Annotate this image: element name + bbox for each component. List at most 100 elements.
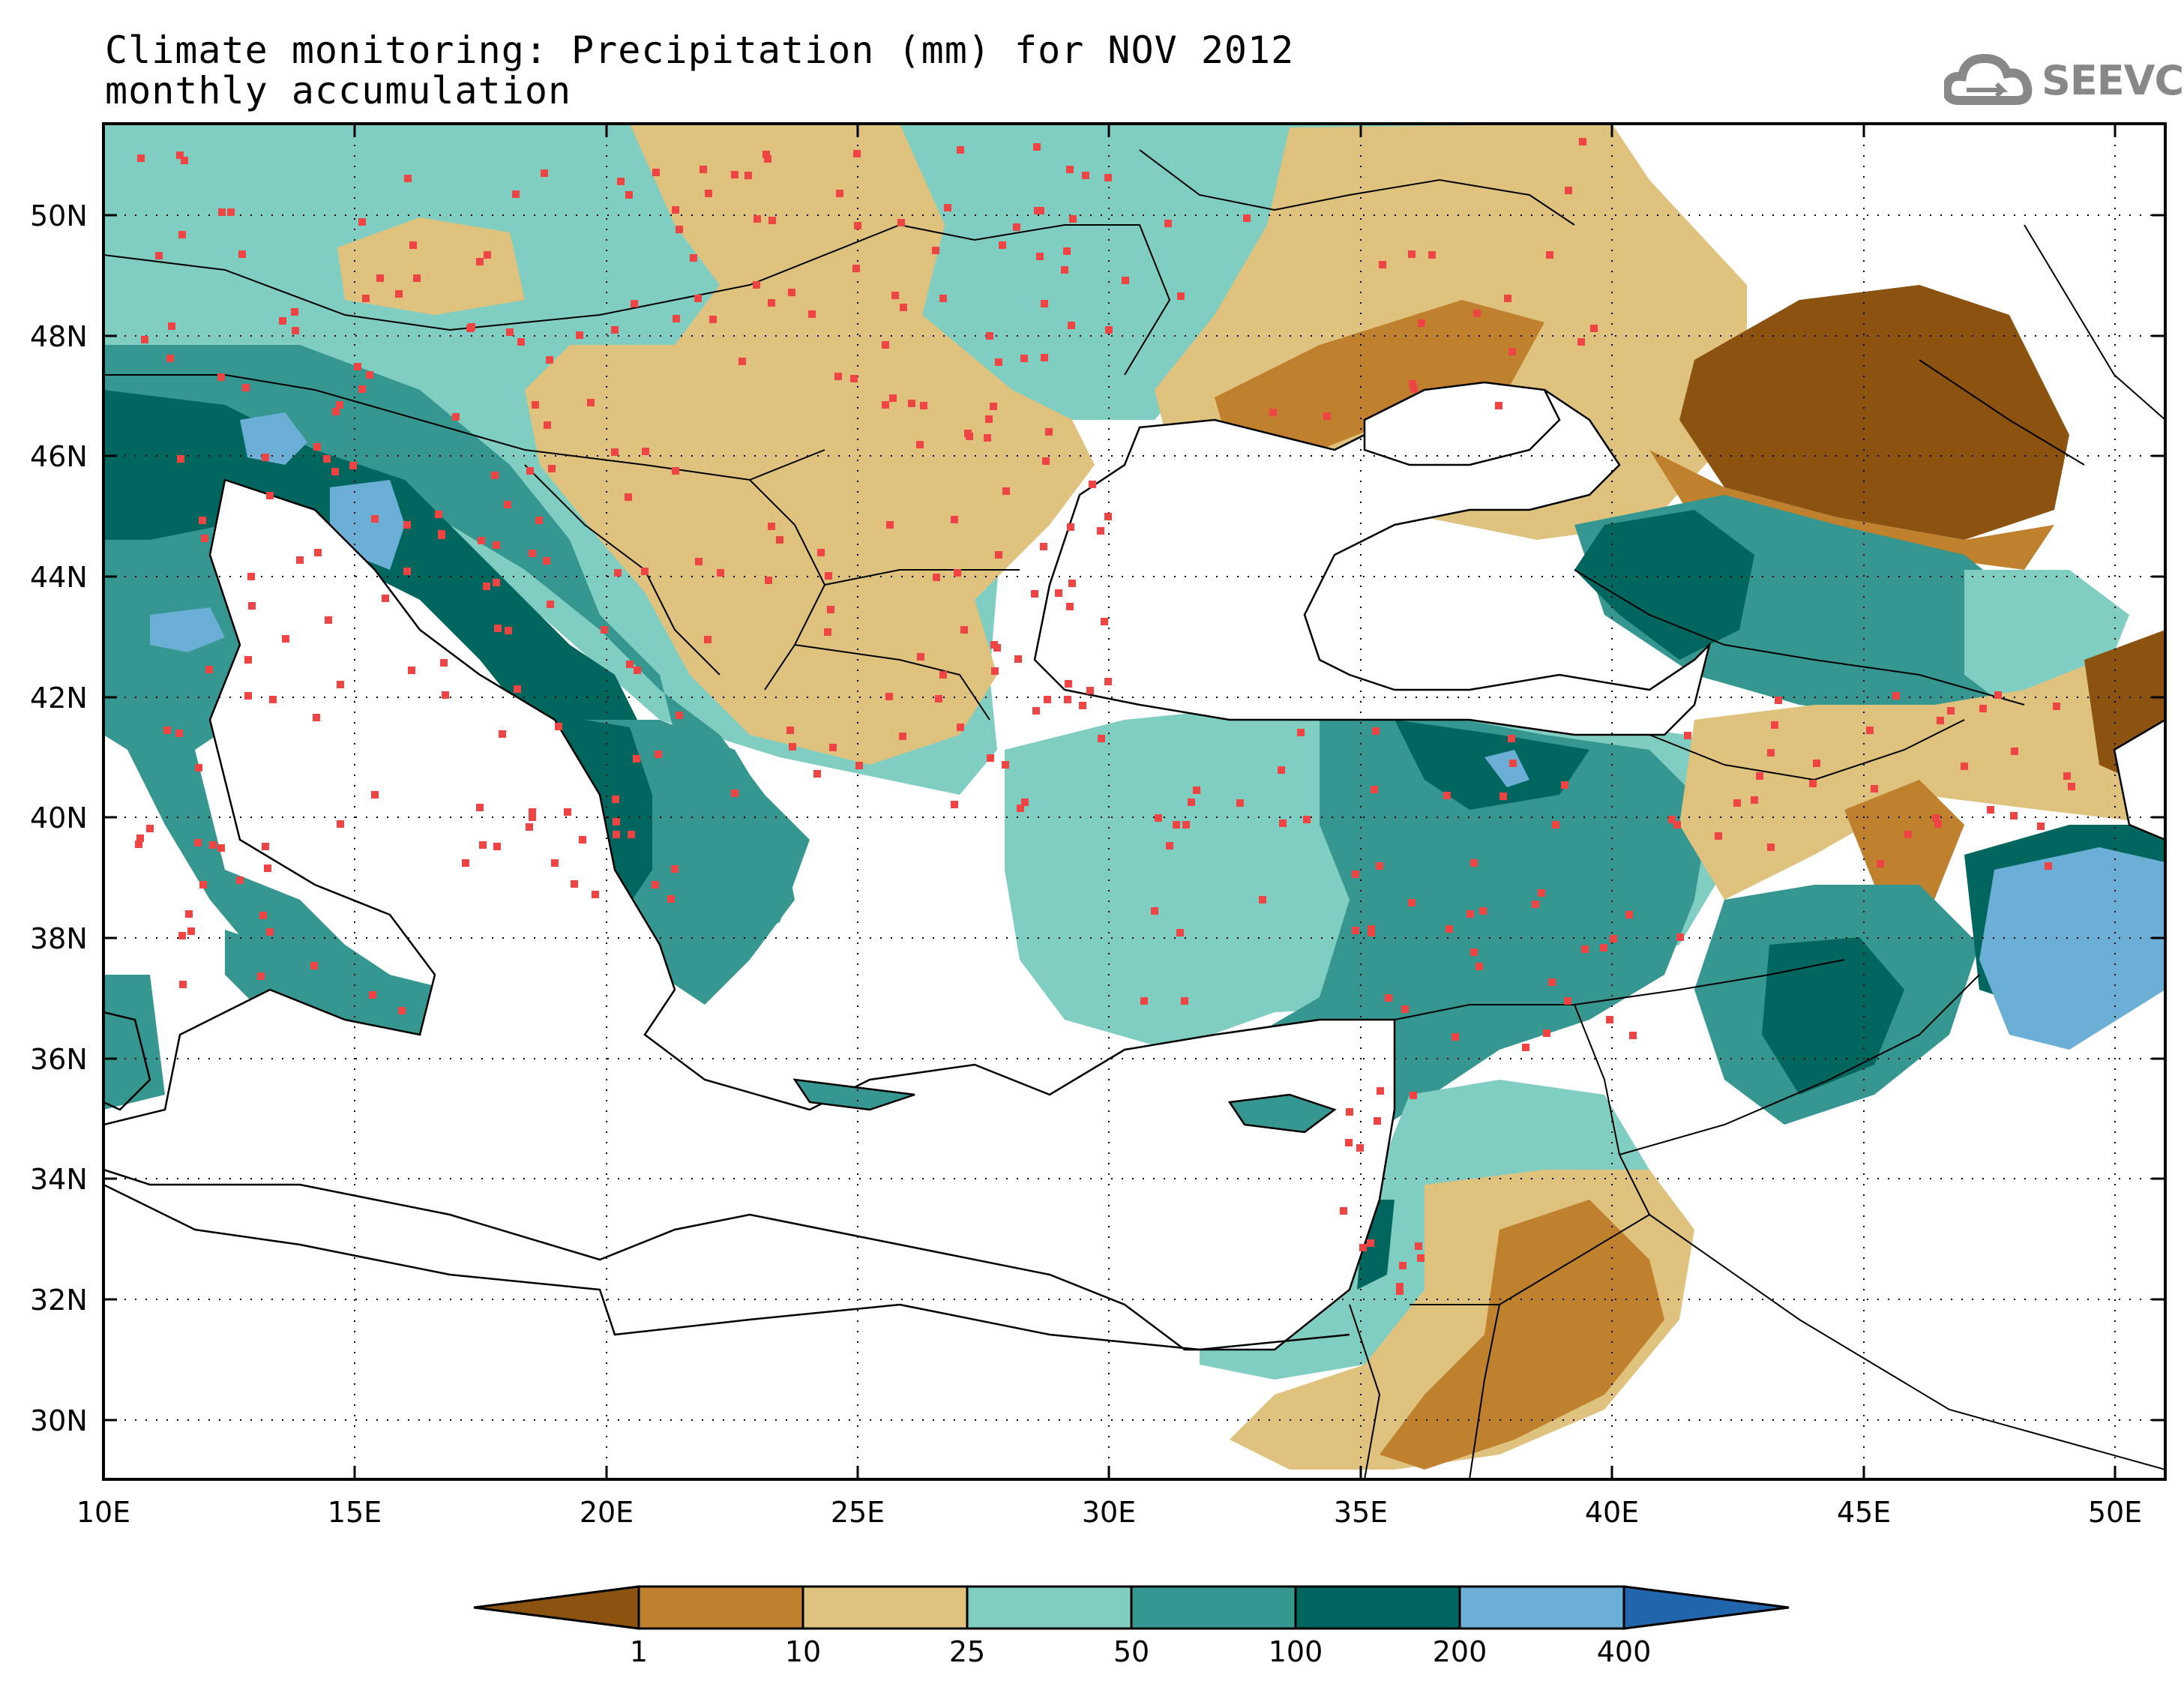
station-marker [634, 667, 641, 674]
station-marker [1064, 696, 1071, 703]
station-marker [1303, 816, 1311, 823]
station-marker [1987, 806, 1994, 814]
station-marker [331, 468, 339, 475]
station-marker [1359, 1244, 1367, 1251]
station-marker [479, 841, 487, 849]
station-marker [262, 843, 269, 850]
station-marker [1979, 705, 1987, 712]
station-marker [1767, 749, 1775, 757]
x-tick-label: 35E [1334, 1496, 1388, 1529]
station-marker [1532, 900, 1539, 908]
y-tick-label: 44N [30, 561, 88, 594]
station-marker [1036, 253, 1044, 260]
station-marker [2037, 823, 2045, 830]
station-marker [951, 801, 958, 808]
y-axis [103, 214, 2165, 1422]
station-marker [177, 455, 184, 463]
x-tick-label: 50E [2088, 1496, 2142, 1529]
station-marker [1041, 300, 1048, 307]
station-marker [717, 569, 724, 577]
station-marker [891, 292, 899, 299]
station-marker [1066, 603, 1074, 610]
station-marker [672, 467, 679, 475]
station-marker [991, 667, 999, 675]
precip-zone-10-25 [337, 217, 525, 315]
station-marker [1020, 355, 1028, 362]
station-marker [1446, 925, 1453, 933]
station-marker [1045, 428, 1053, 436]
station-marker [990, 403, 997, 410]
station-marker [1177, 292, 1185, 300]
station-marker [313, 714, 320, 721]
station-marker [889, 394, 897, 402]
station-marker [358, 385, 366, 393]
station-marker [1877, 860, 1884, 867]
station-marker [633, 755, 640, 763]
y-tick-labels: 50N 48N 46N 44N 42N 40N 38N 36N 34N 32N … [30, 199, 88, 1437]
station-marker [535, 517, 543, 524]
station-marker [705, 190, 712, 197]
station-marker [1564, 997, 1571, 1005]
station-marker [631, 300, 638, 307]
station-marker [1032, 707, 1040, 715]
precip-zone-100-200 [1762, 937, 1904, 1095]
station-marker [1033, 143, 1041, 151]
station-marker [825, 572, 832, 580]
station-marker [404, 175, 412, 182]
x-axis [102, 124, 2117, 1479]
station-marker [296, 556, 304, 564]
station-marker [1994, 691, 2002, 699]
station-marker [1371, 786, 1378, 793]
station-marker [238, 250, 246, 258]
station-marker [985, 415, 993, 423]
station-marker [1548, 978, 1556, 986]
station-marker [709, 316, 717, 323]
station-marker [512, 190, 520, 198]
station-marker [1751, 796, 1758, 804]
station-marker [201, 535, 208, 542]
station-marker [178, 932, 186, 939]
x-tick-label: 40E [1585, 1496, 1639, 1529]
station-marker [764, 155, 771, 163]
colorbar-200-400 [1458, 1585, 1625, 1630]
station-marker [827, 606, 834, 613]
station-marker [1044, 696, 1051, 703]
station-marker [652, 881, 659, 888]
station-marker [882, 401, 889, 409]
precip-zone-200-400 [1979, 847, 2165, 1050]
station-marker [999, 241, 1006, 249]
station-marker [137, 154, 145, 162]
station-marker [1756, 772, 1763, 780]
station-marker [291, 308, 298, 316]
station-marker [1415, 1242, 1422, 1250]
sardinia-corsica-edge [103, 1011, 151, 1111]
station-marker [1155, 814, 1162, 822]
station-marker [932, 247, 939, 254]
station-marker [337, 820, 344, 828]
station-marker [1376, 862, 1383, 870]
station-marker [1408, 899, 1416, 906]
station-marker [371, 515, 379, 523]
station-marker [279, 317, 286, 325]
station-marker [834, 373, 842, 380]
station-marker [641, 568, 649, 575]
station-marker [506, 328, 514, 336]
station-marker [933, 574, 940, 581]
station-marker [2068, 783, 2075, 790]
station-marker [179, 981, 187, 988]
map-title: Climate monitoring: Precipitation (mm) f… [105, 28, 1295, 72]
station-marker [1932, 814, 1940, 822]
station-marker [168, 322, 175, 330]
precip-zone-100-200 [1574, 510, 1754, 660]
station-marker [526, 823, 533, 831]
station-marker [897, 219, 905, 226]
station-marker [217, 373, 225, 381]
station-marker [671, 865, 679, 873]
map-panel [103, 124, 2165, 1479]
station-marker [2053, 703, 2060, 710]
map-subtitle: monthly accumulation [105, 69, 572, 112]
station-marker [984, 434, 991, 442]
station-marker [1069, 215, 1077, 223]
station-marker [310, 962, 318, 969]
y-tick-label: 32N [30, 1284, 88, 1317]
